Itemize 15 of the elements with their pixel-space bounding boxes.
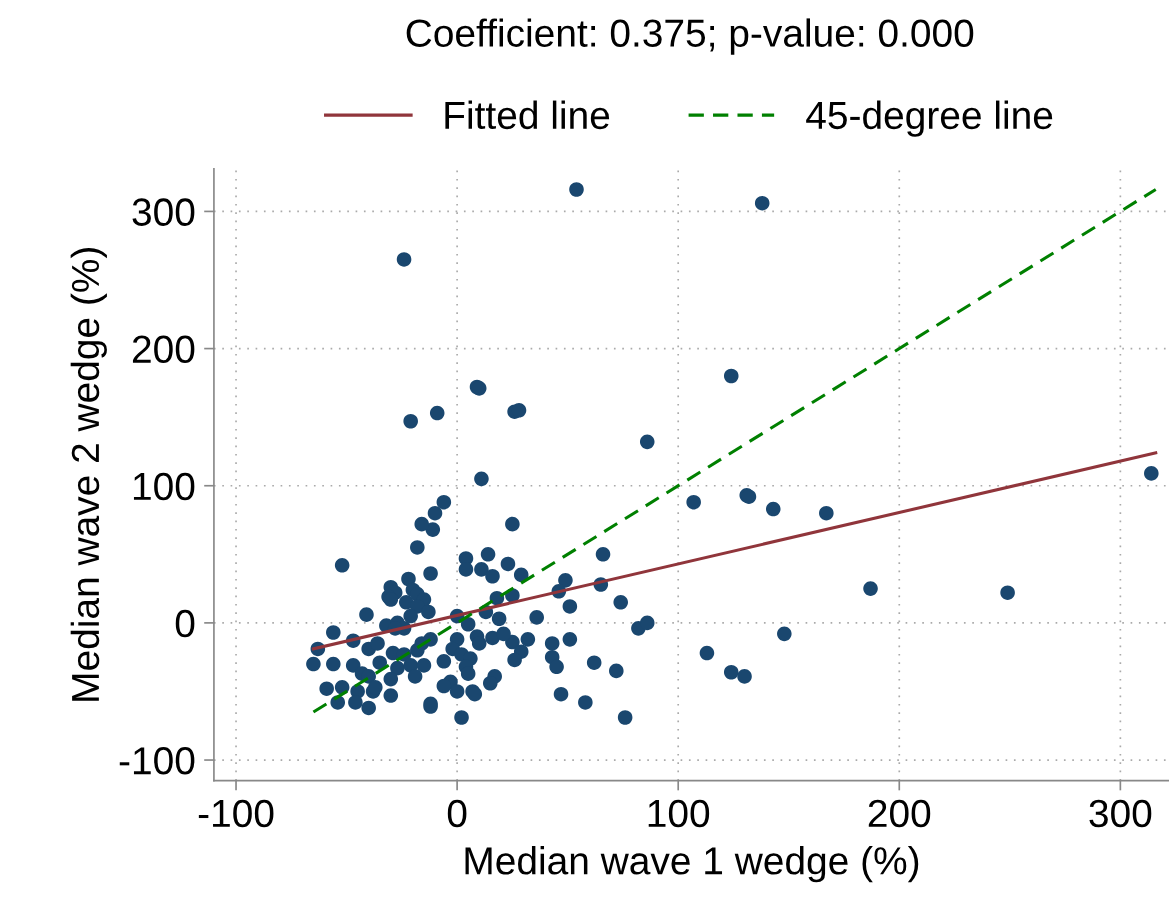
legend-label: 45-degree line [806,100,1053,137]
y-axis-title: Median wave 2 wedge (%) [70,248,107,701]
x-tick-label: -100 [198,799,274,828]
legend-label: Fitted line [445,100,610,130]
x-tick-label: 300 [1089,799,1152,828]
x-tick-label: 200 [868,799,931,828]
y-tick-label: -100 [119,746,195,775]
y-tick-label: 300 [132,198,195,226]
y-tick-label: 0 [175,609,195,638]
chart-title: Coefficient: 0.375; p-value: 0.000 [406,18,974,55]
y-tick-label: 200 [132,335,195,364]
x-tick-label: 0 [447,799,467,828]
x-tick-label: 100 [648,799,710,828]
y-tick-label: 100 [133,472,195,501]
x-axis-title: Median wave 1 wedge (%) [465,846,919,883]
